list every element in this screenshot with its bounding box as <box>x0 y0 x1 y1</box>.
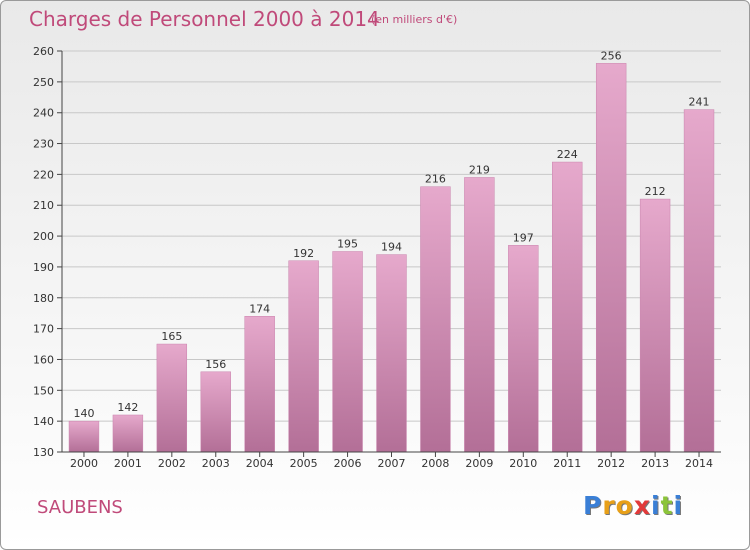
data-label-2007: 194 <box>381 241 402 254</box>
data-label-2002: 165 <box>161 330 182 343</box>
bar-2008[interactable] <box>420 186 451 453</box>
y-tick-label: 170 <box>33 323 54 336</box>
data-label-2008: 216 <box>425 173 446 186</box>
x-axis: 2000 2001 2002 2003 2004 2005 2006 2007 2008 2009… <box>62 451 721 470</box>
y-tick-label: 190 <box>33 261 54 274</box>
y-tick-label: 200 <box>33 230 54 243</box>
x-tick-label-2007: 2007 <box>378 457 406 470</box>
y-tick-label: 220 <box>33 168 54 181</box>
data-label-2001: 142 <box>117 401 138 414</box>
logo-letter: r <box>602 491 616 520</box>
bar-2007[interactable] <box>376 254 407 453</box>
x-tick-label-2000: 2000 <box>70 457 98 470</box>
logo-letter: i <box>673 491 684 520</box>
y-tick-label: 130 <box>33 446 54 459</box>
x-tick-label-2009: 2009 <box>465 457 493 470</box>
data-label-2011: 224 <box>557 148 578 161</box>
y-tick-label: 250 <box>33 76 54 89</box>
bar-2011[interactable] <box>552 161 583 453</box>
proxiti-logo[interactable]: Proxiti <box>583 491 683 520</box>
bar-2005[interactable] <box>288 260 319 453</box>
x-tick-label-2002: 2002 <box>158 457 186 470</box>
chart-title: Charges de Personnel 2000 à 2014 <box>29 7 380 31</box>
x-tick-label-2003: 2003 <box>202 457 230 470</box>
x-tick-label-2004: 2004 <box>246 457 274 470</box>
bar-2002[interactable] <box>156 343 188 453</box>
y-tick-label: 150 <box>33 384 54 397</box>
data-label-2010: 197 <box>513 231 534 244</box>
y-tick-label: 230 <box>33 138 54 151</box>
data-label-2003: 156 <box>205 358 226 371</box>
y-tick-label: 260 <box>33 45 54 58</box>
x-tick-label-2001: 2001 <box>114 457 142 470</box>
x-tick-label-2006: 2006 <box>334 457 362 470</box>
data-label-2006: 195 <box>337 238 358 251</box>
x-tick-label-2005: 2005 <box>290 457 318 470</box>
logo-letter: o <box>615 491 634 520</box>
logo-letter: x <box>633 491 651 520</box>
bar-2001[interactable] <box>112 414 144 453</box>
x-tick-label-2013: 2013 <box>641 457 669 470</box>
data-label-2005: 192 <box>293 247 314 260</box>
data-label-2009: 219 <box>469 163 490 176</box>
y-tick-label: 240 <box>33 107 54 120</box>
x-tick-label-2011: 2011 <box>553 457 581 470</box>
y-tick-label: 140 <box>33 415 54 428</box>
y-tick-label: 210 <box>33 199 54 212</box>
bar-2000[interactable] <box>68 420 100 453</box>
logo-letter: P <box>583 491 603 520</box>
data-label-2014: 241 <box>689 96 710 109</box>
chart-subtitle: (en milliers d'€) <box>371 13 458 26</box>
bar-2006[interactable] <box>332 251 363 453</box>
bars: 140 142 165 156 174 192 195 194 216 219 197 224 256 2… <box>68 49 715 453</box>
bar-2012[interactable] <box>595 63 627 453</box>
x-tick-label-2012: 2012 <box>597 457 625 470</box>
bar-2013[interactable] <box>639 198 671 453</box>
data-label-2000: 140 <box>73 407 94 420</box>
x-tick-label-2008: 2008 <box>421 457 449 470</box>
bar-2014[interactable] <box>683 109 715 453</box>
commune-name: SAUBENS <box>37 497 123 518</box>
x-tick-label-2014: 2014 <box>685 457 713 470</box>
logo-letter: i <box>651 491 661 520</box>
data-label-2004: 174 <box>249 302 270 315</box>
bar-2004[interactable] <box>244 316 275 453</box>
bar-2010[interactable] <box>508 245 539 453</box>
data-label-2013: 212 <box>645 185 666 198</box>
y-tick-label: 160 <box>33 353 54 366</box>
logo-letter: t <box>660 491 674 520</box>
bar-2009[interactable] <box>464 177 495 453</box>
bar-2003[interactable] <box>200 371 231 453</box>
y-axis: 130 140 150 160 170 180 190 200 210 220 230 240 250 2… <box>33 45 63 459</box>
x-tick-label-2010: 2010 <box>509 457 537 470</box>
data-label-2012: 256 <box>601 49 622 62</box>
y-tick-label: 180 <box>33 292 54 305</box>
